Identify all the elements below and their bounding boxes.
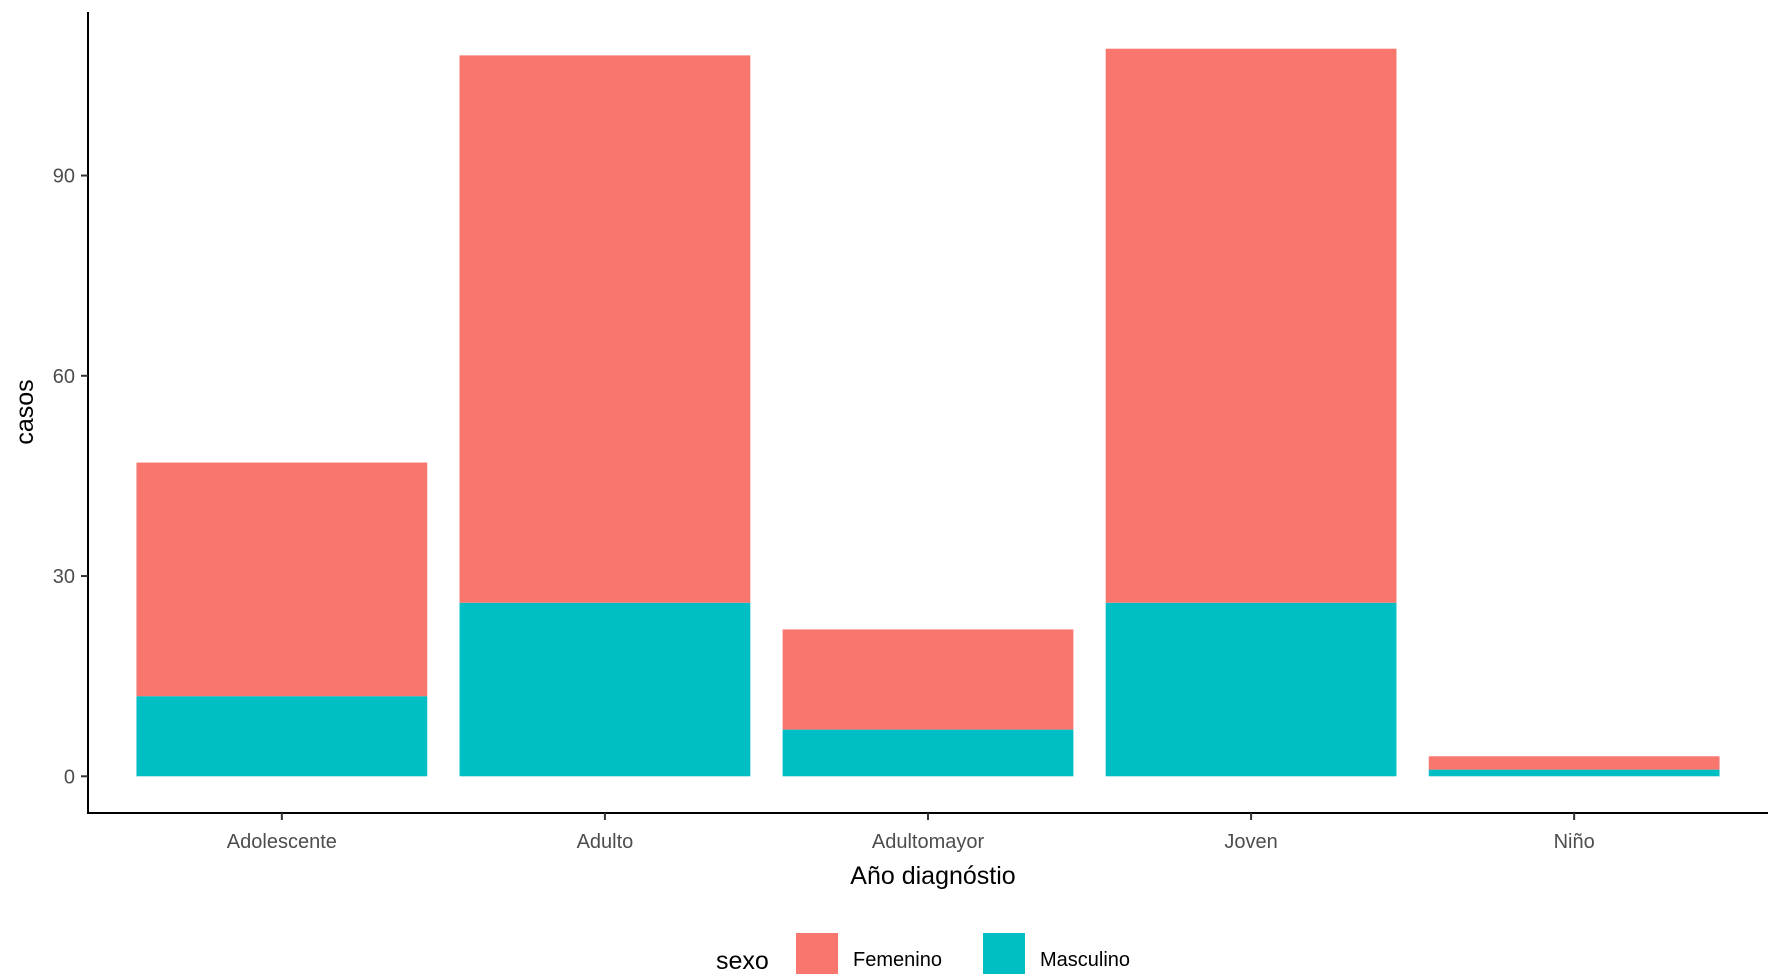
bar-joven-masculino — [1105, 602, 1397, 777]
legend: sexo Femenino Masculino — [716, 933, 1130, 975]
bar-nino-femenino — [1428, 756, 1720, 770]
y-axis-title: casos — [11, 379, 39, 444]
x-tick-label-adolescente: Adolescente — [227, 831, 337, 853]
bar-adulto-masculino — [459, 602, 751, 777]
x-tick-label-adultomayor: Adultomayor — [872, 831, 985, 853]
legend-label-masculino: Masculino — [1040, 949, 1130, 971]
bar-nino-masculino — [1428, 769, 1720, 777]
legend-swatch-masculino — [983, 933, 1025, 974]
y-tick-label: 60 — [53, 366, 75, 388]
y-tick-label: 0 — [64, 766, 75, 788]
legend-label-femenino: Femenino — [853, 949, 942, 971]
bar-adultomayor-femenino — [782, 629, 1074, 730]
bar-adulto-femenino — [459, 55, 751, 603]
bars-layer — [136, 48, 1720, 777]
bar-adolescente-masculino — [136, 696, 428, 777]
x-tick-label-joven: Joven — [1224, 831, 1277, 853]
bar-adolescente-femenino — [136, 462, 428, 697]
legend-title: sexo — [716, 947, 769, 974]
bar-joven-femenino — [1105, 48, 1397, 603]
legend-swatch-femenino — [796, 933, 838, 974]
bar-adultomayor-masculino — [782, 729, 1074, 777]
x-tick-label-nino: Niño — [1554, 831, 1595, 853]
y-tick-label: 90 — [53, 166, 75, 188]
y-tick-label: 30 — [53, 566, 75, 588]
x-ticks: Adolescente Adulto Adultomayor Joven Niño — [227, 813, 1595, 853]
y-ticks: 0 30 60 90 — [53, 166, 88, 788]
x-tick-label-adulto: Adulto — [577, 831, 634, 853]
x-axis-title: Año diagnóstio — [850, 862, 1015, 890]
